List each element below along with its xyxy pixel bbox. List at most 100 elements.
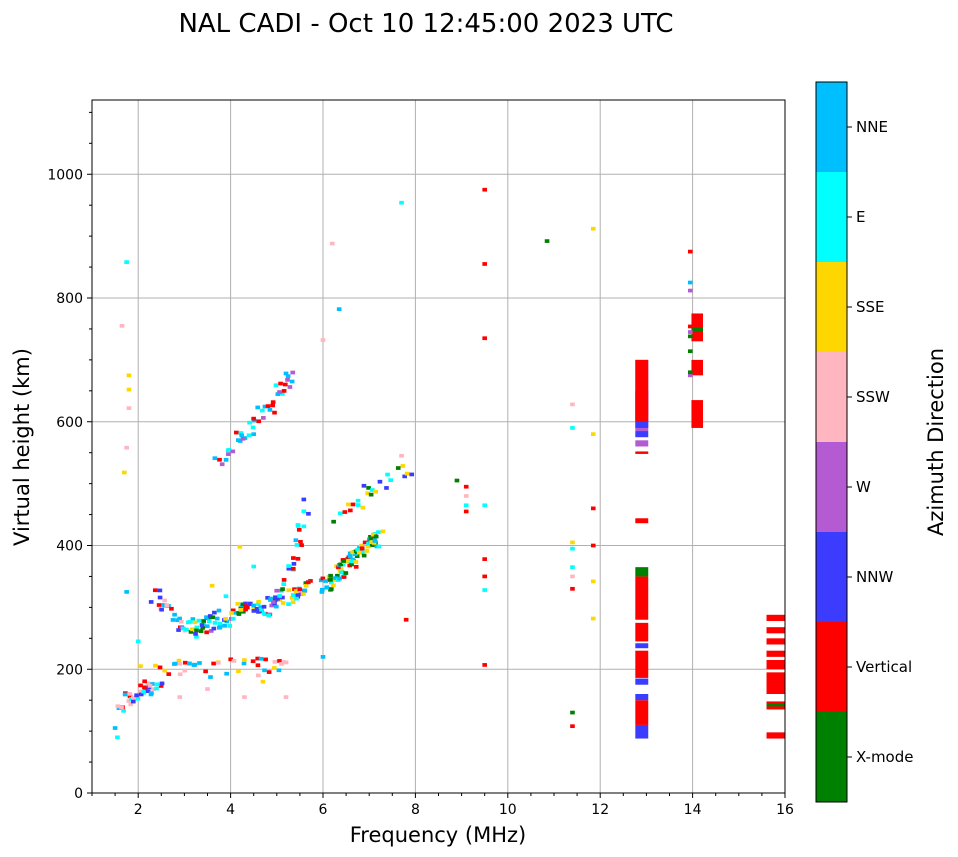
x-axis-label: Frequency (MHz): [350, 823, 526, 847]
colorbar-swatch: [816, 352, 847, 442]
colorbar-swatch: [816, 532, 847, 622]
echo-cell: [463, 509, 469, 514]
echo-cell: [285, 378, 290, 382]
echo-cell: [482, 503, 488, 508]
echo-cell: [349, 562, 354, 567]
echo-cell: [201, 619, 206, 623]
echo-cell: [482, 588, 488, 592]
echo-cell: [242, 695, 247, 699]
echo-cell: [482, 663, 488, 667]
echo-cell: [269, 603, 275, 608]
echo-cell: [282, 382, 288, 387]
y-tick-label: 200: [56, 662, 83, 678]
echo-cell: [329, 241, 335, 246]
echo-band: [635, 724, 649, 739]
echo-cell: [176, 658, 182, 663]
echo-cell: [219, 462, 225, 467]
echo-cell: [142, 685, 147, 690]
echo-cell: [222, 623, 227, 628]
echo-cell: [203, 669, 208, 674]
echo-cell: [266, 670, 272, 674]
echo-cell: [236, 669, 241, 674]
echo-cell: [343, 571, 349, 575]
echo-cell: [291, 562, 297, 566]
x-tick-label: 6: [319, 802, 328, 818]
echo-cell: [261, 611, 267, 616]
echo-cell: [687, 288, 693, 293]
echo-cell: [192, 662, 198, 667]
echo-cell: [258, 605, 264, 610]
echo-cell: [276, 668, 282, 673]
echo-cell: [272, 660, 278, 664]
echo-cell: [280, 587, 285, 591]
echo-cell: [177, 661, 183, 666]
echo-cell: [268, 596, 273, 601]
y-tick-label: 0: [74, 786, 83, 802]
echo-cell: [271, 600, 276, 604]
echo-cell: [188, 620, 193, 624]
echo-cell: [687, 324, 693, 329]
echo-cell: [172, 612, 177, 617]
echo-cell: [250, 425, 256, 430]
echo-cell: [254, 606, 260, 611]
echo-cell: [242, 658, 247, 662]
echo-cell: [281, 582, 287, 587]
echo-cell: [347, 551, 353, 556]
echo-cell: [270, 403, 275, 408]
echo-cell: [134, 693, 139, 698]
echo-band: [635, 650, 649, 678]
echo-cell: [272, 410, 277, 415]
echo-cell: [687, 280, 693, 285]
echo-cell: [261, 604, 267, 609]
echo-cell: [400, 464, 406, 468]
echo-band: [635, 431, 649, 438]
echo-cell: [124, 445, 129, 450]
echo-cell: [126, 699, 132, 703]
echo-cell: [262, 404, 268, 409]
echo-cell: [138, 692, 144, 697]
echo-cell: [337, 511, 343, 516]
echo-cell: [157, 595, 163, 600]
echo-cell: [205, 687, 210, 691]
echo-cell: [159, 681, 165, 686]
echo-cell: [162, 668, 167, 673]
echo-cell: [155, 682, 160, 687]
echo-cell: [570, 546, 575, 551]
colorbar-category-label: W: [856, 478, 871, 496]
colorbar-category-label: E: [856, 208, 865, 226]
echo-cell: [145, 681, 151, 686]
echo-cell: [687, 330, 693, 334]
echo-band: [766, 732, 785, 739]
echo-cell: [138, 664, 143, 669]
echo-cell: [135, 696, 141, 701]
echo-cell: [570, 586, 575, 591]
echo-cell: [341, 559, 347, 563]
echo-cell: [333, 576, 338, 580]
echo-cell: [231, 610, 237, 615]
echo-cell: [281, 578, 287, 582]
echo-cell: [377, 479, 383, 484]
echo-cell: [204, 615, 209, 620]
echo-cell: [376, 544, 382, 549]
echo-cell: [148, 600, 154, 604]
echo-cell: [290, 600, 296, 605]
echo-cell: [116, 706, 122, 711]
echo-cell: [482, 262, 488, 266]
echo-cell: [256, 610, 261, 614]
echo-cell: [115, 735, 120, 740]
echo-band: [691, 359, 703, 376]
echo-cell: [346, 502, 351, 507]
echo-cell: [255, 602, 261, 606]
echo-cell: [226, 452, 231, 456]
echo-cell: [251, 418, 257, 423]
echo-cell: [258, 656, 264, 661]
echo-cell: [194, 634, 199, 639]
echo-cell: [217, 457, 222, 462]
echo-cell: [204, 630, 209, 635]
x-tick-label: 4: [226, 802, 235, 818]
echo-cell: [223, 616, 228, 621]
echo-cell: [223, 458, 229, 462]
echo-cell: [328, 573, 333, 578]
echo-cell: [217, 625, 223, 630]
echo-cell: [328, 587, 333, 592]
